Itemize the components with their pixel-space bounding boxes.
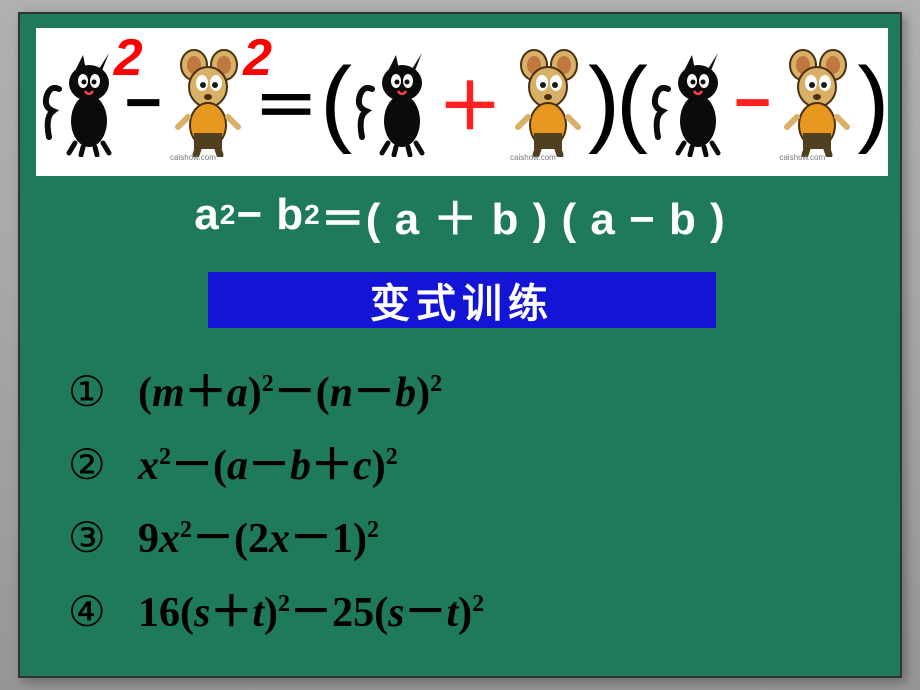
- problem-expression: 9x2－(2x－1)2: [138, 503, 379, 575]
- problem-4: ④ 16(s＋t)2－25(s－t)2: [68, 576, 858, 649]
- problem-1: ① (m＋a)2－(n－b)2: [68, 356, 858, 429]
- problem-expression: x2－(a－b＋c)2: [138, 430, 398, 502]
- cat-character-1: 2: [37, 44, 121, 160]
- superscript-2: 2: [114, 28, 143, 88]
- slide: 2 −: [18, 12, 902, 678]
- watermark-text: caishow.com: [170, 153, 216, 162]
- superscript-2: 2: [243, 28, 272, 88]
- cat-icon: [648, 47, 728, 157]
- mouse-character-1: 2 caishow.com: [166, 44, 250, 160]
- cat-icon: [39, 47, 119, 157]
- watermark-text: caishow.com: [779, 153, 825, 162]
- problems-panel: ① (m＋a)2－(n－b)2 ② x2－(a－b＋c)2 ③ 9x2－(2x－…: [44, 338, 882, 660]
- problem-marker: ③: [68, 502, 120, 574]
- minus-operator-red: −: [734, 65, 771, 139]
- problem-marker: ①: [68, 356, 120, 428]
- cat-character-2: [350, 44, 434, 160]
- plus-operator-red: ＋: [438, 56, 502, 148]
- mouse-character-3: caishow.com: [775, 44, 859, 160]
- problem-marker: ②: [68, 429, 120, 501]
- paren-open: (: [616, 54, 648, 150]
- section-title: 变式训练: [208, 272, 716, 328]
- problem-expression: 16(s＋t)2－25(s－t)2: [138, 577, 484, 649]
- problem-3: ③ 9x2－(2x－1)2: [68, 502, 858, 575]
- problem-marker: ④: [68, 576, 120, 648]
- problem-2: ② x2－(a－b＋c)2: [68, 429, 858, 502]
- mouse-icon: [777, 47, 857, 157]
- cat-icon: [352, 47, 432, 157]
- mouse-icon: [168, 47, 248, 157]
- problem-expression: (m＋a)2－(n－b)2: [138, 357, 442, 429]
- watermark-text: caishow.com: [510, 153, 556, 162]
- visual-formula-box: 2 −: [36, 28, 888, 176]
- mouse-icon: [508, 47, 588, 157]
- paren-open: (: [320, 54, 352, 150]
- difference-of-squares-formula: a2 − b2 ＝( a ＋ b ) ( a − b ): [20, 182, 900, 248]
- mouse-character-2: caishow.com: [506, 44, 590, 160]
- cat-character-3: [646, 44, 730, 160]
- paren-close: ): [857, 54, 889, 150]
